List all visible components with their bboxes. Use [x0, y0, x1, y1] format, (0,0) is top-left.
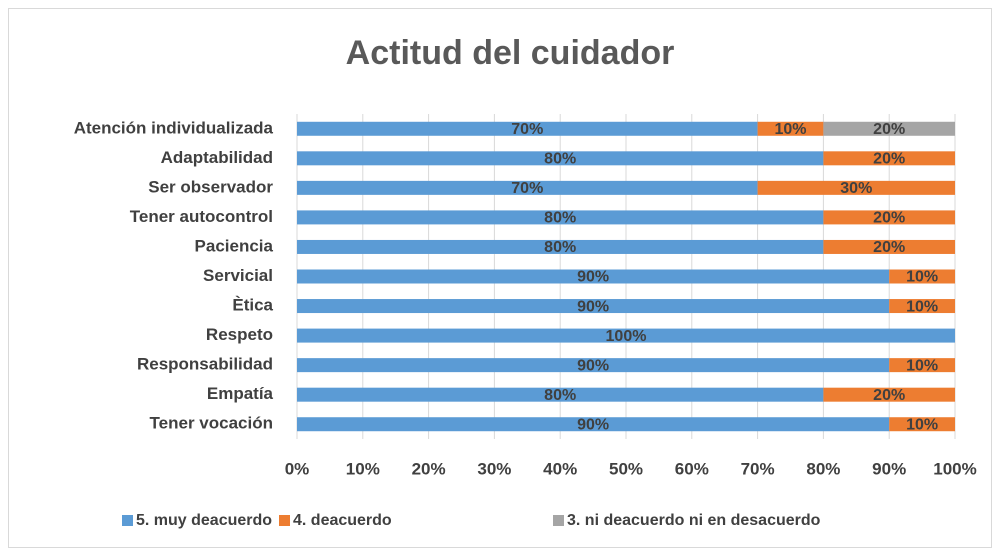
x-tick-label: 70%: [741, 459, 775, 478]
data-label: 10%: [906, 416, 938, 433]
data-label: 30%: [840, 180, 872, 197]
bar: [297, 239, 824, 254]
bar: [297, 387, 824, 402]
data-label: 100%: [606, 328, 647, 345]
legend-label: 4. deacuerdo: [293, 512, 392, 529]
bar: [889, 269, 955, 284]
data-label: 90%: [577, 416, 609, 433]
y-tick-label: Servicial: [203, 266, 273, 285]
bar: [297, 358, 890, 373]
y-tick-label: Atención individualizada: [74, 118, 274, 137]
bar: [889, 299, 955, 314]
data-label: 10%: [906, 298, 938, 315]
x-tick-label: 20%: [412, 459, 446, 478]
data-label: 80%: [544, 239, 576, 256]
x-tick-label: 90%: [872, 459, 906, 478]
x-tick-label: 60%: [675, 459, 709, 478]
legend-label: 3. ni deacuerdo ni en desacuerdo: [567, 512, 821, 529]
data-label: 80%: [544, 151, 576, 168]
bar: [823, 239, 955, 254]
x-tick-label: 10%: [346, 459, 380, 478]
x-tick-label: 40%: [543, 459, 577, 478]
bar: [823, 210, 955, 225]
data-label: 90%: [577, 357, 609, 374]
x-tick-label: 100%: [933, 459, 976, 478]
y-tick-label: Ètica: [232, 296, 273, 315]
data-label: 10%: [906, 269, 938, 286]
data-label: 90%: [577, 269, 609, 286]
bar: [889, 358, 955, 373]
y-tick-label: Tener vocación: [150, 414, 273, 433]
y-tick-label: Adaptabilidad: [161, 148, 273, 167]
x-tick-label: 80%: [806, 459, 840, 478]
data-label: 80%: [544, 387, 576, 404]
bar: [823, 151, 955, 166]
bar: [297, 180, 758, 195]
data-label: 70%: [511, 180, 543, 197]
data-label: 20%: [873, 151, 905, 168]
y-tick-label: Tener autocontrol: [130, 207, 273, 226]
y-tick-label: Responsabilidad: [137, 355, 273, 374]
data-label: 20%: [873, 210, 905, 227]
data-label: 70%: [511, 121, 543, 138]
bar: [297, 121, 758, 136]
y-tick-label: Respeto: [206, 325, 273, 344]
y-tick-label: Empatía: [207, 384, 274, 403]
bar: [757, 180, 955, 195]
bar: [297, 210, 824, 225]
bar: [823, 121, 955, 136]
data-label: 20%: [873, 387, 905, 404]
y-tick-label: Paciencia: [195, 236, 274, 255]
legend-swatch: [122, 515, 133, 526]
data-label: 20%: [873, 121, 905, 138]
legend-label: 5. muy deacuerdo: [136, 512, 272, 529]
bar: [889, 417, 955, 432]
bar: [297, 299, 890, 314]
bar: [297, 151, 824, 166]
x-tick-label: 30%: [477, 459, 511, 478]
data-label: 20%: [873, 239, 905, 256]
bar: [823, 387, 955, 402]
bar: [297, 417, 890, 432]
bar: [297, 328, 955, 343]
data-label: 90%: [577, 298, 609, 315]
data-label: 80%: [544, 210, 576, 227]
data-label: 10%: [906, 357, 938, 374]
x-tick-label: 0%: [285, 459, 310, 478]
y-tick-label: Ser observador: [148, 177, 273, 196]
data-label: 10%: [774, 121, 806, 138]
bar: [297, 269, 890, 284]
legend-swatch: [553, 515, 564, 526]
bar: [757, 121, 824, 136]
legend-swatch: [279, 515, 290, 526]
x-tick-label: 50%: [609, 459, 643, 478]
chart-title: Actitud del cuidador: [346, 34, 675, 72]
